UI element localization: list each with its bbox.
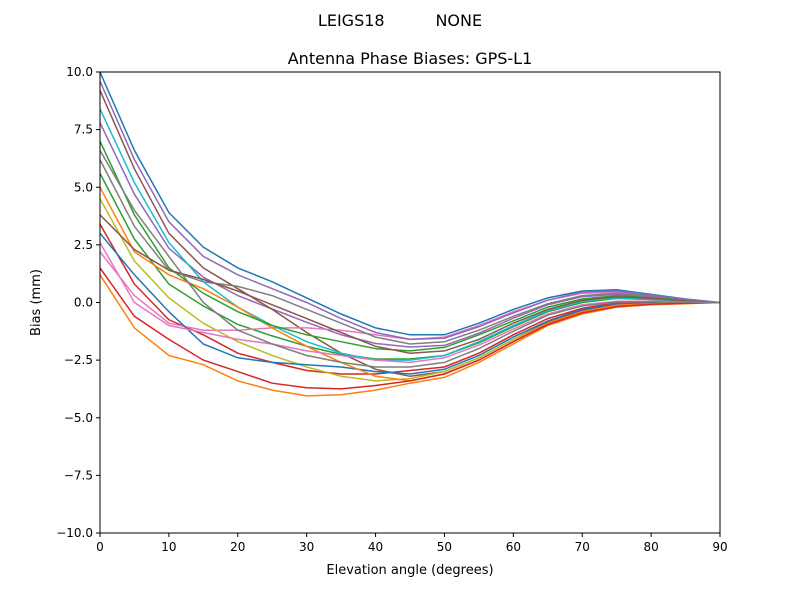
y-axis: −10.0 −7.5 −5.0 −2.5 0.0 2.5 5.0 7.5 10.0 — [56, 65, 100, 540]
x-tick-label: 80 — [643, 540, 658, 554]
y-tick-label: −10.0 — [56, 526, 93, 540]
x-tick-label: 40 — [368, 540, 383, 554]
x-tick-label: 50 — [437, 540, 452, 554]
y-tick-label: 0.0 — [74, 296, 93, 310]
x-tick-label: 60 — [506, 540, 521, 554]
series-line-15 — [99, 80, 721, 341]
x-tick-label: 10 — [161, 540, 176, 554]
series-line-5 — [99, 122, 721, 348]
y-tick-label: 5.0 — [74, 180, 93, 194]
x-tick-label: 0 — [96, 540, 104, 554]
chart-title: Antenna Phase Biases: GPS-L1 — [288, 49, 533, 68]
series-line-13 — [99, 140, 721, 352]
y-tick-label: 2.5 — [74, 238, 93, 252]
y-tick-label: −5.0 — [64, 411, 93, 425]
suptitle: LEIGS18 NONE — [318, 11, 482, 30]
series-lines — [99, 71, 721, 397]
x-axis: 0 10 20 30 40 50 60 70 80 90 — [96, 533, 728, 554]
y-tick-label: −2.5 — [64, 353, 93, 367]
y-tick-label: 10.0 — [66, 65, 93, 79]
y-tick-label: 7.5 — [74, 123, 93, 137]
series-line-18 — [99, 150, 721, 368]
y-axis-label: Bias (mm) — [29, 269, 44, 336]
series-line-14 — [99, 267, 721, 390]
x-axis-label: Elevation angle (degrees) — [326, 563, 493, 578]
x-tick-label: 20 — [230, 540, 245, 554]
series-line-1 — [99, 71, 721, 336]
y-tick-label: −7.5 — [64, 468, 93, 482]
series-line-10 — [99, 108, 721, 361]
x-tick-label: 30 — [299, 540, 314, 554]
x-tick-label: 90 — [712, 540, 727, 554]
series-line-12 — [99, 186, 720, 382]
series-line-16 — [99, 214, 721, 354]
series-line-11 — [99, 232, 720, 375]
x-tick-label: 70 — [575, 540, 590, 554]
